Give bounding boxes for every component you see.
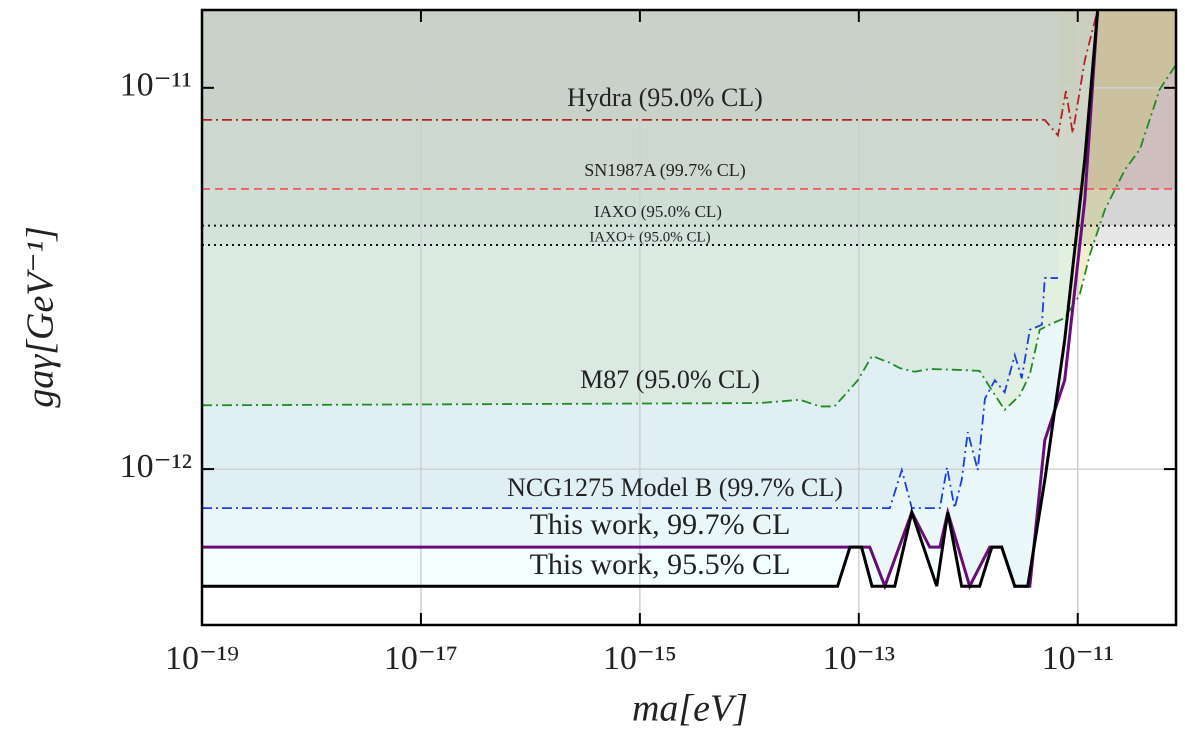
exclusion-region (202, 10, 1176, 189)
x-tick-label: 10⁻¹⁷ (384, 640, 458, 677)
exclusion-region (202, 10, 1098, 587)
series-label: This work, 95.5% CL (530, 548, 791, 581)
x-tick-label: 10⁻¹³ (823, 640, 895, 677)
exclusion-region (202, 10, 1098, 136)
fills (202, 10, 1176, 587)
labels: Hydra (95.0% CL) SN1987A (99.7% CL) IAXO (… (507, 83, 843, 581)
series-label: IAXO (95.0% CL) (594, 202, 722, 221)
exclusion-region (202, 10, 1098, 587)
exclusion-region (202, 10, 1176, 410)
y-tick-label: 10⁻¹² (120, 448, 192, 485)
x-axis-title: ma[eV] (632, 688, 748, 730)
plot-background (202, 10, 1176, 625)
plot-frame (200, 8, 1178, 627)
series-label: This work, 99.7% CL (530, 508, 791, 541)
axes: 10⁻¹⁹ 10⁻¹⁷ 10⁻¹⁵ 10⁻¹³ 10⁻¹¹ 10⁻¹² 10⁻¹¹ (120, 10, 1176, 677)
lines (202, 10, 1176, 591)
series-label: IAXO+ (95.0% CL) (589, 229, 710, 245)
series-label: Hydra (95.0% CL) (567, 83, 763, 112)
series-label: SN1987A (99.7% CL) (584, 160, 746, 181)
exclusion-region (202, 10, 1176, 246)
y-axis-title: gaγ[GeV⁻¹] (20, 226, 62, 408)
series-label: NCG1275 Model B (99.7% CL) (507, 473, 843, 502)
x-tick-label: 10⁻¹¹ (1042, 640, 1114, 677)
exclusion-region (202, 10, 1058, 509)
x-tick-label: 10⁻¹⁹ (165, 640, 239, 677)
limit-line (202, 10, 1099, 138)
y-tick-label: 10⁻¹¹ (120, 67, 192, 104)
limit-line (202, 10, 1100, 588)
exclusion-region (202, 10, 1176, 226)
x-tick-label: 10⁻¹⁵ (603, 640, 677, 677)
series-label: M87 (95.0% CL) (580, 365, 760, 394)
limit-line (202, 64, 1176, 412)
